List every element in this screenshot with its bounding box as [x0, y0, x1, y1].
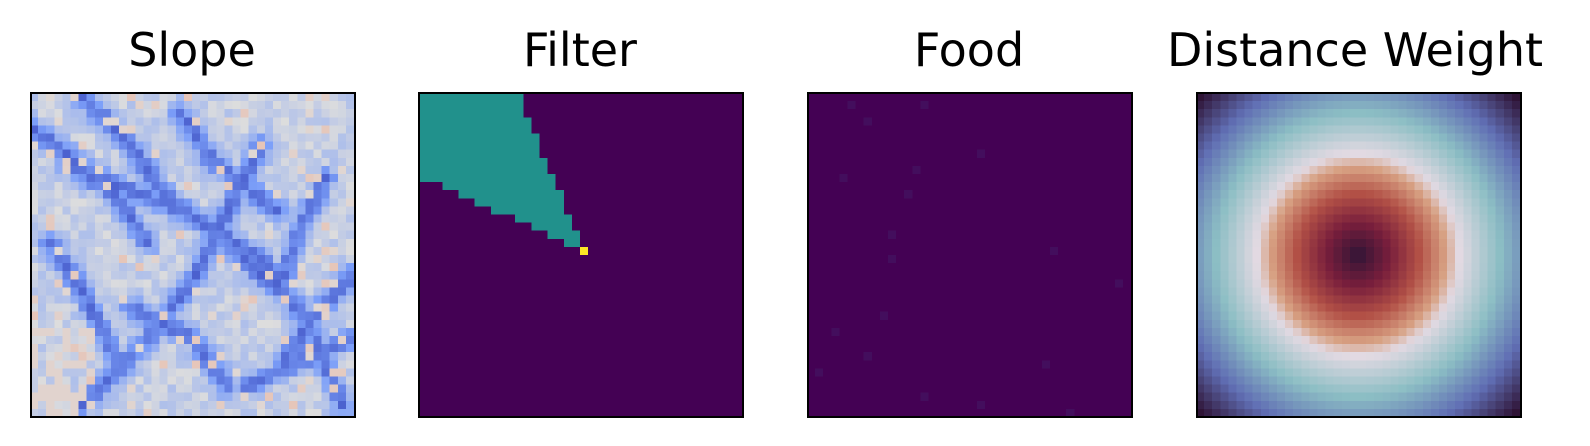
- slope-title: Slope: [128, 23, 256, 77]
- filter-heatmap: [418, 93, 742, 417]
- slope-heatmap: [30, 93, 354, 417]
- distance-weight-title: Distance Weight: [1166, 23, 1544, 77]
- filter-title: Filter: [523, 23, 637, 77]
- food-heatmap: [807, 93, 1131, 417]
- distance-weight-heatmap: [1196, 93, 1520, 417]
- food-title: Food: [913, 23, 1025, 77]
